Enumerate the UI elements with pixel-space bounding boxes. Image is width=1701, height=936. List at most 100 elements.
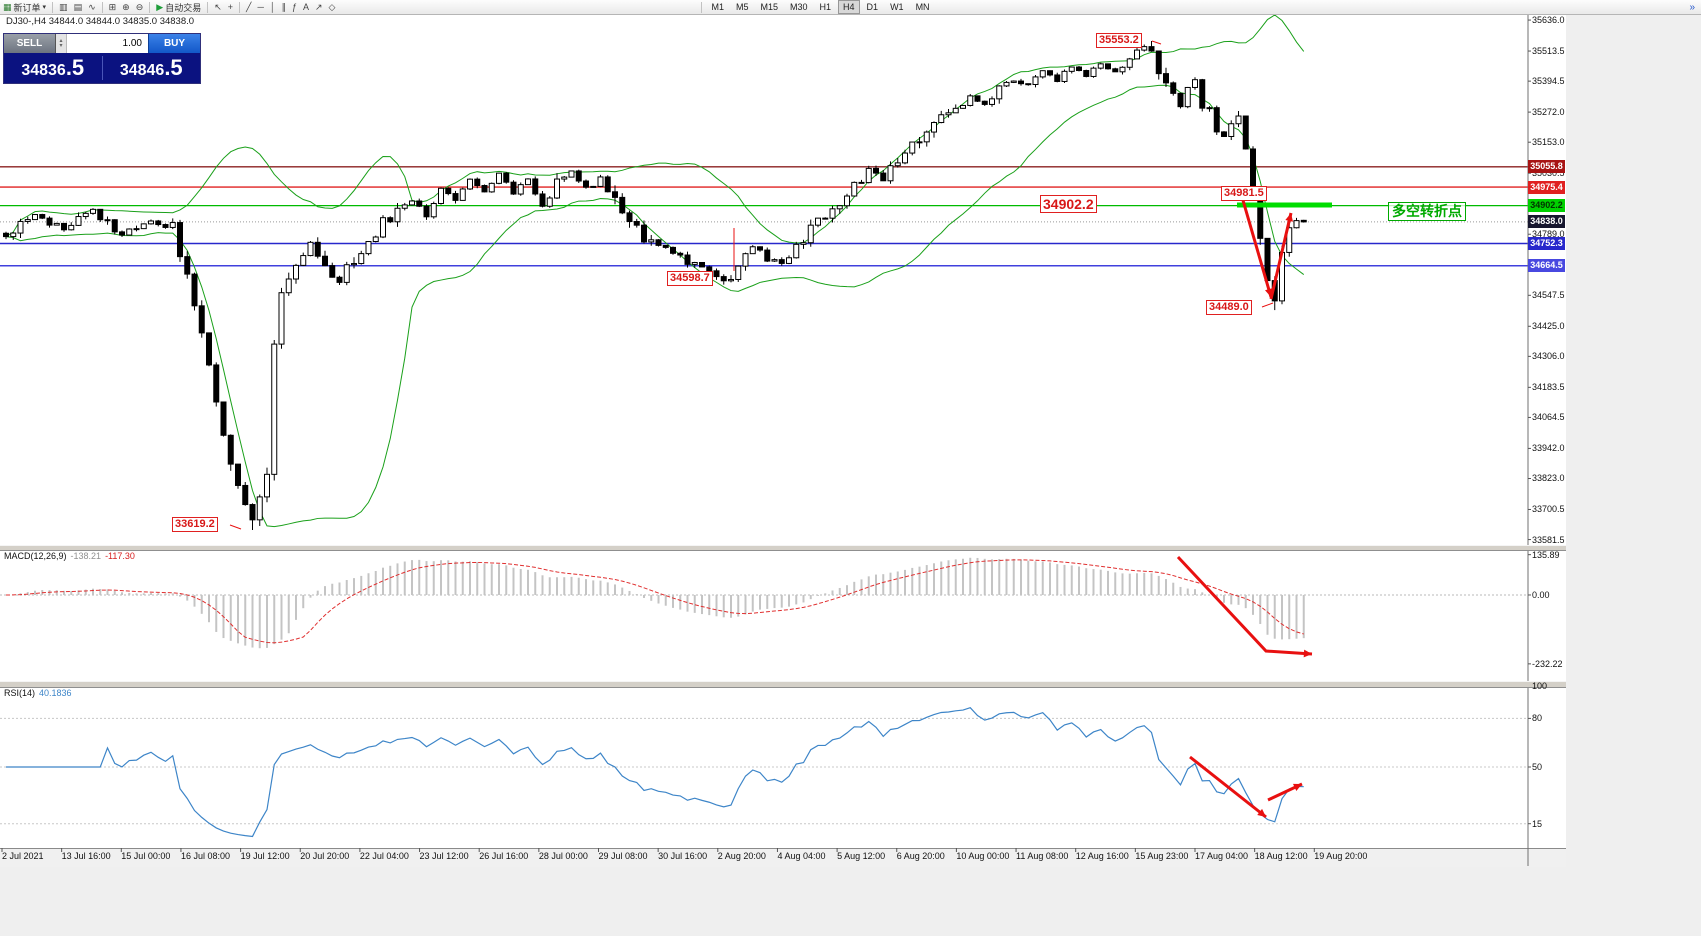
toolbar-separator: [52, 1, 54, 13]
toolbar-grid-button[interactable]: ⊞: [106, 1, 120, 14]
cursor-icon: ↖: [214, 1, 222, 12]
toolbar-separator: [149, 1, 151, 13]
time-axis-label: 29 Jul 08:00: [598, 851, 648, 861]
price-axis-label: 35272.0: [1532, 107, 1565, 118]
time-axis-label: 30 Jul 16:00: [658, 851, 708, 861]
timeframe-h4-button[interactable]: H4: [838, 0, 860, 14]
time-axis-label: 19 Jul 12:00: [240, 851, 290, 861]
price-axis-label: 34064.5: [1532, 412, 1565, 423]
timeframe-m15-button[interactable]: M15: [760, 2, 778, 12]
annotation-price-label[interactable]: 34981.5: [1221, 186, 1267, 201]
time-axis-label: 22 Jul 04:00: [359, 851, 409, 861]
rsi-scale-label: 50: [1532, 762, 1543, 772]
macd-scale-label: 0.00: [1532, 589, 1550, 600]
toolbar-separator: [701, 1, 703, 13]
toolbar-text-tool-button[interactable]: A: [300, 1, 312, 14]
volume-spinner[interactable]: ▴ ▾: [56, 34, 67, 53]
price-axis-label: 35394.5: [1532, 76, 1565, 87]
annotation-price-label[interactable]: 34902.2: [1040, 195, 1097, 213]
grid-icon: ⊞: [108, 1, 117, 12]
chart-bars-icon: ▥: [59, 1, 68, 12]
timeframe-w1-button[interactable]: W1: [890, 2, 904, 12]
chart-line-icon: ∿: [88, 1, 96, 12]
timeframe-mn-button[interactable]: MN: [915, 2, 930, 12]
vline-icon: │: [269, 1, 276, 12]
rsi-scale-label: 15: [1532, 818, 1543, 829]
toolbar-chart-candles-button[interactable]: ▤: [71, 1, 86, 14]
toolbar-zoom-in-button[interactable]: ⊕: [119, 1, 133, 14]
panel-separator[interactable]: [0, 681, 1566, 688]
timeframe-d1-button[interactable]: D1: [866, 2, 879, 12]
toolbar-channel-button[interactable]: ∥: [278, 1, 289, 14]
toolbar-spacer: [338, 7, 698, 8]
auto-trade-label: 自动交易: [165, 2, 202, 13]
price-axis-label: 33823.0: [1532, 473, 1565, 484]
sell-button[interactable]: SELL: [4, 34, 56, 53]
macd-scale-label: 135.89: [1532, 549, 1560, 560]
macd-scale-label: -232.22: [1532, 658, 1563, 669]
annotation-price-label[interactable]: 33619.2: [172, 517, 218, 532]
toolbar-chart-line-button[interactable]: ∿: [85, 1, 99, 14]
timeframe-m1-button[interactable]: M1: [711, 2, 724, 12]
toolbar-overflow-button[interactable]: »: [1689, 1, 1695, 13]
macd-indicator-label: MACD(12,26,9) -138.21 -117.30: [4, 551, 135, 561]
time-axis-label: 18 Aug 12:00: [1254, 851, 1308, 861]
volume-value[interactable]: 1.00: [122, 38, 142, 49]
time-axis-label: 13 Jul 16:00: [61, 851, 111, 861]
toolbar-fibo-button[interactable]: ƒ: [289, 1, 300, 14]
toolbar-vline-button[interactable]: │: [267, 1, 279, 14]
toolbar-hline-button[interactable]: ─: [254, 1, 266, 14]
toolbar-zoom-out-button[interactable]: ⊖: [133, 1, 147, 14]
toolbar-chart-bars-button[interactable]: ▥: [56, 1, 71, 14]
annotation-price-label[interactable]: 34598.7: [667, 271, 713, 286]
time-axis-label: 2 Aug 20:00: [717, 851, 766, 861]
timeframe-m5-button[interactable]: M5: [735, 2, 749, 12]
buy-button[interactable]: BUY: [148, 34, 200, 53]
fibo-icon: ƒ: [291, 1, 297, 12]
time-axis-label: 2 Jul 2021: [2, 851, 44, 861]
turning-point-label[interactable]: 多空转折点: [1388, 202, 1466, 221]
price-axis-label: 34183.5: [1532, 382, 1565, 393]
time-axis-label: 12 Aug 16:00: [1075, 851, 1129, 861]
price-axis-label: 35636.0: [1532, 15, 1565, 26]
price-badge: 34902.2: [1528, 199, 1565, 213]
price-badge: 35055.8: [1528, 160, 1565, 174]
timeframe-m30-button[interactable]: M30: [790, 2, 808, 12]
new-order-label: 新订单: [13, 2, 41, 13]
arrow-tool-icon: ↗: [314, 1, 323, 12]
rsi-indicator-label: RSI(14) 40.1836: [4, 688, 72, 698]
toolbar-crosshair-button[interactable]: +: [225, 1, 236, 14]
rsi-scale-label: 100: [1532, 681, 1548, 691]
toolbar-shapes-button[interactable]: ◇: [326, 1, 339, 14]
crosshair-icon: +: [227, 1, 234, 12]
toolbar-new-order-button[interactable]: ▦ 新订单 ▾: [0, 1, 49, 14]
time-axis[interactable]: [0, 848, 1566, 867]
toolbar-auto-trade-button[interactable]: ▶ 自动交易: [153, 1, 204, 14]
symbol-ohlc-header: DJ30-,H4 34844.0 34844.0 34835.0 34838.0: [6, 16, 195, 27]
caret-down-icon: ▾: [42, 4, 47, 11]
time-axis-label: 6 Aug 20:00: [896, 851, 945, 861]
annotation-price-label[interactable]: 34489.0: [1206, 300, 1252, 315]
time-axis-label: 11 Aug 08:00: [1016, 851, 1069, 861]
price-badge: 34975.4: [1528, 180, 1565, 194]
auto-trade-icon: ▶: [156, 1, 164, 12]
annotation-price-label[interactable]: 35553.2: [1096, 33, 1142, 48]
time-axis-label: 17 Aug 04:00: [1195, 851, 1249, 861]
panel-separator[interactable]: [0, 545, 1566, 551]
sell-price[interactable]: 34836.5: [21, 55, 85, 80]
toolbar-trendline-button[interactable]: ╱: [243, 1, 254, 14]
channel-icon: ∥: [281, 1, 286, 12]
time-axis-label: 4 Aug 04:00: [777, 851, 826, 861]
volume-input[interactable]: ▴ ▾ 1.00: [56, 34, 148, 53]
one-click-trade-panel: SELL ▴ ▾ 1.00 BUY 34836.5 34846.5: [3, 33, 201, 84]
toolbar-arrow-tool-button[interactable]: ↗: [312, 1, 326, 14]
time-axis-label: 5 Aug 12:00: [837, 851, 886, 861]
chart-background[interactable]: [0, 14, 1566, 848]
time-axis-label: 28 Jul 00:00: [538, 851, 588, 861]
buy-price[interactable]: 34846.5: [119, 55, 183, 80]
time-axis-label: 26 Jul 16:00: [479, 851, 529, 861]
toolbar-cursor-button[interactable]: ↖: [211, 1, 225, 14]
timeframe-h1-button[interactable]: H1: [819, 2, 832, 12]
price-axis-label: 33942.0: [1532, 443, 1565, 454]
